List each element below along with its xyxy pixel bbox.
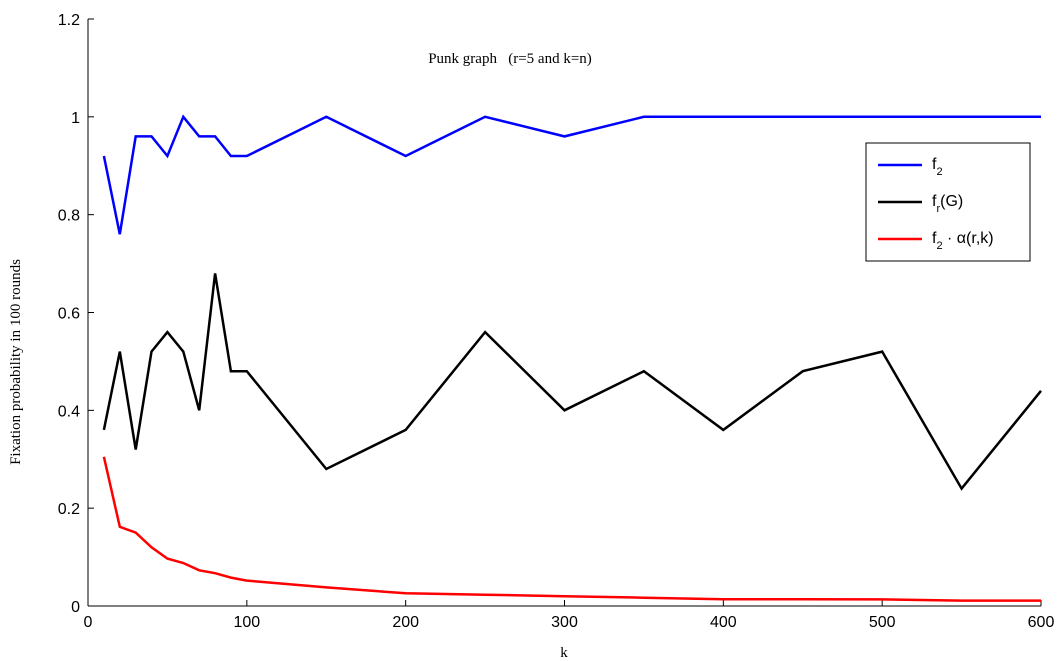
y-tick-label: 1.2: [58, 12, 80, 29]
legend-entry: f2 · α(r,k): [932, 230, 994, 252]
y-tick-label: 0.6: [58, 306, 80, 323]
y-tick-label: 0.2: [58, 501, 80, 518]
x-tick-label: 500: [869, 614, 896, 631]
x-tick-label: 400: [710, 614, 737, 631]
series-line-1: [102, 273, 1042, 491]
legend-entry: f2: [932, 156, 943, 178]
chart-title: Punk graph (r=5 and k=n): [428, 51, 592, 67]
x-tick-label: 200: [392, 614, 419, 631]
y-tick-label: 1: [71, 110, 80, 127]
y-tick-label: 0.4: [58, 403, 80, 420]
x-tick-label: 100: [233, 614, 260, 631]
x-tick-label: 0: [84, 614, 93, 631]
series-line-2: [102, 456, 1041, 602]
y-tick-label: 0.8: [58, 208, 80, 225]
series-group: [102, 114, 1042, 602]
y-axis-label: Fixation probability in 100 rounds: [8, 259, 24, 465]
x-axis-label: k: [560, 645, 568, 661]
legend: f2 fr(G) f2 · α(r,k): [865, 142, 1031, 262]
x-tick-label: 600: [1028, 614, 1055, 631]
series-line-0: [102, 114, 1041, 235]
x-tick-label: 300: [551, 614, 578, 631]
y-tick-label: 0: [71, 599, 80, 616]
axes: 0 100 200 300 400 500 600 0 0.2 0.4 0.6 0.8 1 1.2: [58, 12, 1055, 631]
legend-entry: fr(G): [932, 193, 963, 215]
